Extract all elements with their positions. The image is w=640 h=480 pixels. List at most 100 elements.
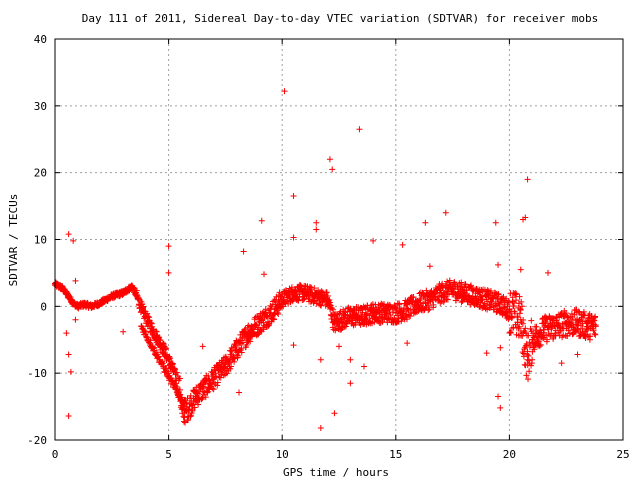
data-point bbox=[381, 301, 388, 308]
outlier-point bbox=[329, 166, 336, 173]
data-point bbox=[519, 303, 526, 310]
outlier-point bbox=[313, 226, 320, 233]
x-axis-label: GPS time / hours bbox=[283, 466, 389, 479]
outlier-point bbox=[524, 176, 531, 183]
data-point bbox=[591, 330, 598, 337]
data-point bbox=[209, 385, 216, 392]
data-point bbox=[528, 360, 535, 367]
outlier-point bbox=[72, 316, 79, 323]
outlier-point bbox=[360, 363, 367, 370]
x-tick-label: 15 bbox=[389, 448, 402, 461]
data-point bbox=[189, 401, 196, 408]
data-point bbox=[463, 287, 470, 294]
data-point bbox=[219, 368, 226, 375]
data-point bbox=[591, 317, 598, 324]
data-point bbox=[391, 303, 398, 310]
data-point bbox=[383, 310, 390, 317]
data-point bbox=[326, 299, 333, 306]
data-point bbox=[507, 329, 514, 336]
outlier-point bbox=[290, 193, 297, 200]
data-point bbox=[248, 332, 255, 339]
data-point bbox=[238, 349, 245, 356]
data-point bbox=[545, 324, 552, 331]
outlier-point bbox=[65, 351, 72, 358]
data-point bbox=[166, 354, 173, 361]
data-point bbox=[457, 283, 464, 290]
data-point bbox=[191, 404, 198, 411]
outlier-point bbox=[347, 380, 354, 387]
axis-ticks: 0 5 10 15 20 25 -20 -10 0 10 20 30 40 bbox=[27, 33, 630, 461]
data-point bbox=[478, 297, 485, 304]
data-point bbox=[403, 316, 410, 323]
outlier-point bbox=[497, 404, 504, 411]
chart-title: Day 111 of 2011, Sidereal Day-to-day VTE… bbox=[82, 12, 599, 25]
outlier-point bbox=[326, 156, 333, 163]
data-point bbox=[231, 358, 238, 365]
outlier-point bbox=[120, 328, 127, 335]
data-point bbox=[426, 306, 433, 313]
data-point bbox=[479, 296, 486, 303]
data-point bbox=[270, 316, 277, 323]
data-point bbox=[148, 319, 155, 326]
data-point bbox=[508, 315, 515, 321]
data-point bbox=[231, 355, 238, 362]
data-point bbox=[425, 307, 432, 314]
y-tick-label: -20 bbox=[27, 434, 47, 447]
data-point bbox=[505, 299, 512, 306]
data-points bbox=[52, 88, 599, 431]
data-point bbox=[482, 302, 489, 309]
x-tick-label: 25 bbox=[616, 448, 629, 461]
data-point bbox=[180, 418, 187, 425]
data-point bbox=[414, 309, 421, 316]
outlier-point bbox=[281, 88, 288, 95]
x-tick-label: 20 bbox=[503, 448, 516, 461]
outlier-point bbox=[517, 266, 524, 273]
data-point bbox=[592, 313, 599, 320]
data-point bbox=[202, 394, 209, 401]
outlier-point bbox=[63, 330, 70, 337]
outlier-point bbox=[483, 350, 490, 357]
data-point bbox=[330, 306, 337, 313]
data-point bbox=[523, 372, 530, 379]
data-point bbox=[583, 327, 590, 334]
outlier-point bbox=[261, 271, 268, 278]
data-point bbox=[473, 285, 480, 292]
data-point bbox=[155, 353, 162, 360]
data-point bbox=[162, 345, 169, 352]
data-point bbox=[260, 319, 267, 326]
data-point bbox=[275, 310, 282, 317]
y-tick-label: 10 bbox=[34, 234, 47, 247]
data-point bbox=[587, 333, 594, 340]
data-point bbox=[220, 372, 227, 379]
outlier-point bbox=[65, 231, 72, 238]
outlier-point bbox=[331, 410, 338, 417]
data-point bbox=[579, 320, 586, 327]
data-point bbox=[387, 312, 394, 319]
data-point bbox=[582, 335, 589, 342]
data-point bbox=[410, 293, 417, 300]
data-point bbox=[492, 290, 499, 297]
data-point bbox=[526, 368, 533, 375]
data-point bbox=[504, 301, 511, 308]
data-point bbox=[513, 297, 520, 304]
data-point bbox=[345, 318, 352, 325]
y-tick-label: -10 bbox=[27, 367, 47, 380]
data-point bbox=[544, 336, 551, 343]
outlier-point bbox=[165, 243, 172, 250]
data-point bbox=[389, 309, 396, 316]
outlier-point bbox=[72, 277, 79, 284]
data-point bbox=[430, 301, 437, 308]
data-point bbox=[556, 323, 563, 330]
data-point bbox=[327, 302, 334, 309]
data-point bbox=[528, 317, 535, 324]
data-point bbox=[467, 283, 474, 290]
data-point bbox=[307, 284, 314, 291]
data-point bbox=[283, 298, 290, 305]
data-point bbox=[162, 346, 169, 353]
data-point bbox=[533, 323, 540, 330]
data-point bbox=[528, 362, 535, 369]
data-point bbox=[272, 296, 279, 303]
outlier-point bbox=[426, 263, 433, 270]
outlier-point bbox=[165, 269, 172, 276]
data-point bbox=[448, 284, 455, 291]
